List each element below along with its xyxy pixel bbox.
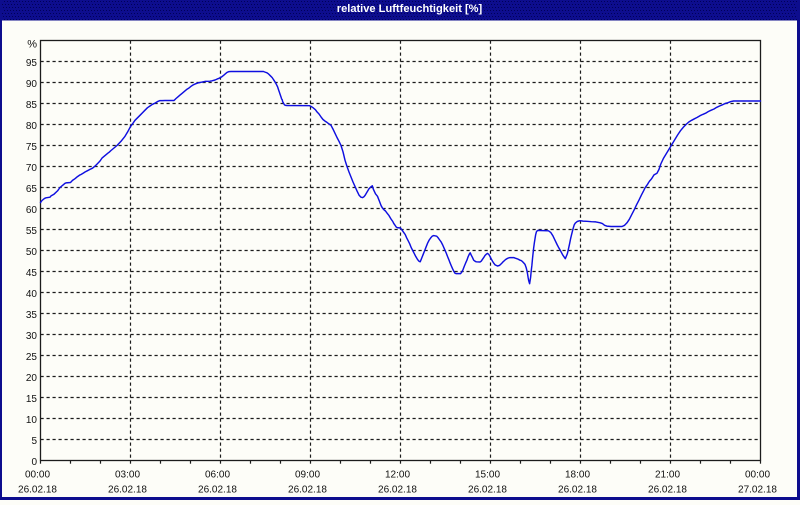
svg-text:95: 95 — [26, 58, 38, 69]
svg-text:25: 25 — [26, 352, 38, 363]
svg-text:45: 45 — [26, 268, 38, 279]
svg-text:20: 20 — [26, 373, 38, 384]
svg-text:15:00: 15:00 — [475, 470, 500, 481]
svg-text:5: 5 — [31, 436, 37, 447]
svg-text:00:00: 00:00 — [25, 470, 50, 481]
svg-text:60: 60 — [26, 205, 38, 216]
svg-text:85: 85 — [26, 100, 38, 111]
svg-text:09:00: 09:00 — [295, 470, 320, 481]
svg-text:%: % — [27, 39, 37, 51]
svg-text:26.02.18: 26.02.18 — [468, 485, 507, 496]
svg-text:70: 70 — [26, 163, 38, 174]
svg-text:80: 80 — [26, 121, 38, 132]
svg-text:26.02.18: 26.02.18 — [198, 485, 237, 496]
svg-text:35: 35 — [26, 310, 38, 321]
svg-text:50: 50 — [26, 247, 38, 258]
svg-text:55: 55 — [26, 226, 38, 237]
svg-text:0: 0 — [31, 457, 37, 468]
svg-text:00:00: 00:00 — [745, 470, 770, 481]
svg-text:90: 90 — [26, 79, 38, 90]
svg-text:relative Luftfeuchtigkeit [%]: relative Luftfeuchtigkeit [%] — [337, 3, 483, 15]
svg-text:40: 40 — [26, 289, 38, 300]
svg-text:12:00: 12:00 — [385, 470, 410, 481]
svg-text:26.02.18: 26.02.18 — [288, 485, 327, 496]
svg-text:26.02.18: 26.02.18 — [18, 485, 57, 496]
svg-text:03:00: 03:00 — [115, 470, 140, 481]
svg-text:26.02.18: 26.02.18 — [648, 485, 687, 496]
svg-text:75: 75 — [26, 142, 38, 153]
svg-text:26.02.18: 26.02.18 — [108, 485, 147, 496]
svg-text:26.02.18: 26.02.18 — [558, 485, 597, 496]
svg-text:18:00: 18:00 — [565, 470, 590, 481]
svg-text:10: 10 — [26, 415, 38, 426]
svg-text:21:00: 21:00 — [655, 470, 680, 481]
svg-text:26.02.18: 26.02.18 — [378, 485, 417, 496]
svg-text:06:00: 06:00 — [205, 470, 230, 481]
svg-text:15: 15 — [26, 394, 38, 405]
svg-text:27.02.18: 27.02.18 — [738, 485, 777, 496]
svg-text:30: 30 — [26, 331, 38, 342]
svg-text:65: 65 — [26, 184, 38, 195]
